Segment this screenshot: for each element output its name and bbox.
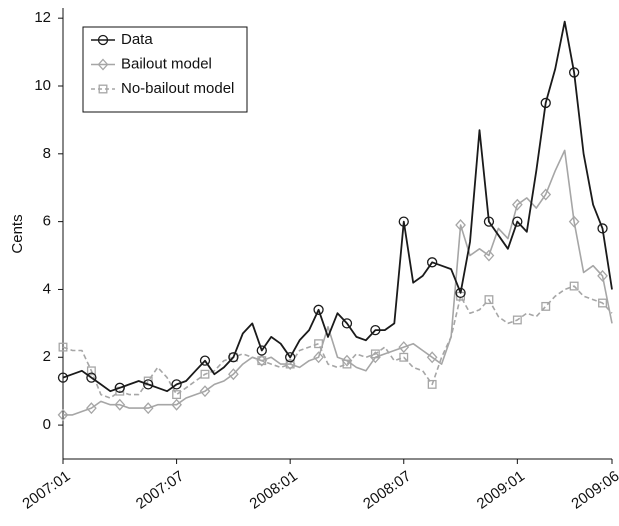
- point-marker: [398, 341, 410, 354]
- legend-marker: [98, 84, 108, 94]
- x-tick-label: 2008:07: [360, 468, 414, 513]
- point-marker: [597, 223, 608, 234]
- point-marker: [199, 385, 211, 398]
- legend-marker: [97, 58, 109, 71]
- y-tick-label: 6: [43, 213, 51, 230]
- y-tick-label: 8: [43, 145, 51, 162]
- x-tick-label: 2009:01: [474, 468, 528, 513]
- point-marker: [568, 67, 580, 78]
- point-marker: [313, 351, 324, 364]
- point-marker: [86, 402, 97, 415]
- point-marker: [199, 355, 211, 366]
- point-marker: [541, 301, 551, 311]
- series-line: [63, 149, 613, 416]
- legend-marker: [97, 34, 109, 46]
- point-marker: [427, 257, 438, 268]
- point-marker: [427, 379, 437, 389]
- point-marker: [455, 287, 466, 298]
- point-marker: [483, 216, 495, 227]
- point-marker: [171, 379, 182, 390]
- point-marker: [598, 298, 607, 308]
- point-marker: [369, 351, 381, 364]
- point-marker: [483, 249, 495, 262]
- y-tick-label: 0: [43, 416, 51, 433]
- point-marker: [256, 354, 268, 367]
- series-line: [62, 285, 613, 399]
- x-tick-label: 2008:01: [247, 468, 301, 513]
- legend-box: [82, 26, 248, 113]
- point-marker: [426, 351, 438, 364]
- point-marker: [399, 352, 409, 362]
- point-marker: [511, 198, 523, 211]
- point-marker: [86, 372, 97, 383]
- y-tick-label: 10: [34, 77, 51, 94]
- point-marker: [512, 216, 523, 227]
- legend-label: Bailout model: [121, 55, 212, 72]
- point-marker: [540, 188, 552, 201]
- point-marker: [171, 398, 182, 411]
- point-marker: [341, 354, 353, 367]
- point-marker: [512, 315, 522, 325]
- point-marker: [455, 219, 466, 231]
- legend-label: Data: [121, 31, 153, 48]
- point-marker: [57, 408, 69, 421]
- point-marker: [58, 342, 68, 352]
- point-marker: [341, 318, 353, 329]
- point-marker: [284, 358, 296, 371]
- y-axis-label: Cents: [9, 214, 26, 253]
- x-tick-label: 2007:07: [133, 468, 187, 513]
- point-marker: [57, 372, 69, 383]
- point-marker: [569, 281, 579, 291]
- point-marker: [540, 97, 551, 109]
- point-marker: [143, 379, 154, 390]
- point-marker: [142, 402, 154, 415]
- point-marker: [228, 352, 239, 363]
- point-marker: [597, 269, 608, 282]
- point-marker: [313, 304, 324, 315]
- legend-label: No-bailout model: [121, 80, 234, 97]
- y-tick-label: 12: [34, 9, 51, 26]
- point-marker: [256, 345, 267, 356]
- y-tick-label: 4: [43, 280, 51, 297]
- x-tick-label: 2009:06: [568, 468, 619, 513]
- point-marker: [228, 352, 238, 362]
- point-marker: [228, 368, 239, 381]
- point-marker: [86, 366, 96, 376]
- point-marker: [285, 352, 296, 363]
- point-marker: [484, 295, 494, 305]
- point-marker: [114, 382, 125, 393]
- x-tick-label: 2007:01: [19, 468, 73, 513]
- point-marker: [114, 398, 126, 411]
- point-marker: [568, 215, 580, 228]
- y-tick-label: 2: [43, 348, 51, 365]
- point-marker: [398, 216, 409, 227]
- point-marker: [370, 324, 381, 336]
- point-marker: [200, 369, 210, 379]
- point-marker: [172, 390, 182, 400]
